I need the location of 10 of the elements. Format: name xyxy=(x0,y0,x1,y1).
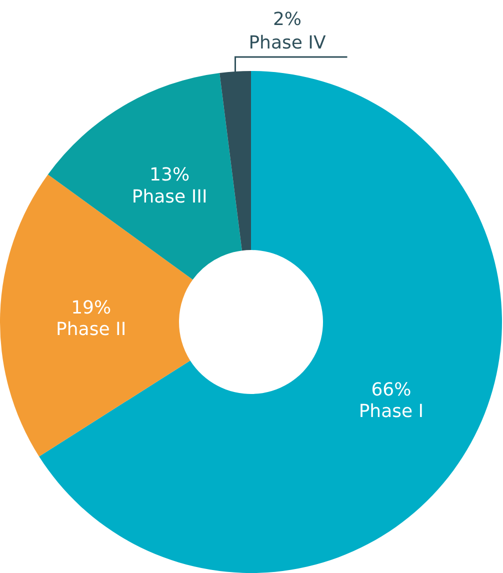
slice-label: Phase II xyxy=(56,318,126,340)
data-label: 2% xyxy=(272,9,302,30)
slice-label: Phase IV xyxy=(248,32,326,54)
donut-slice xyxy=(48,72,242,280)
data-label: 13% xyxy=(150,164,190,186)
slice-label: Phase I xyxy=(358,401,424,422)
donut-slice xyxy=(39,71,502,573)
slice-label: Phase III xyxy=(132,186,208,208)
data-label: 66% xyxy=(371,379,412,400)
data-label: 19% xyxy=(71,297,112,318)
